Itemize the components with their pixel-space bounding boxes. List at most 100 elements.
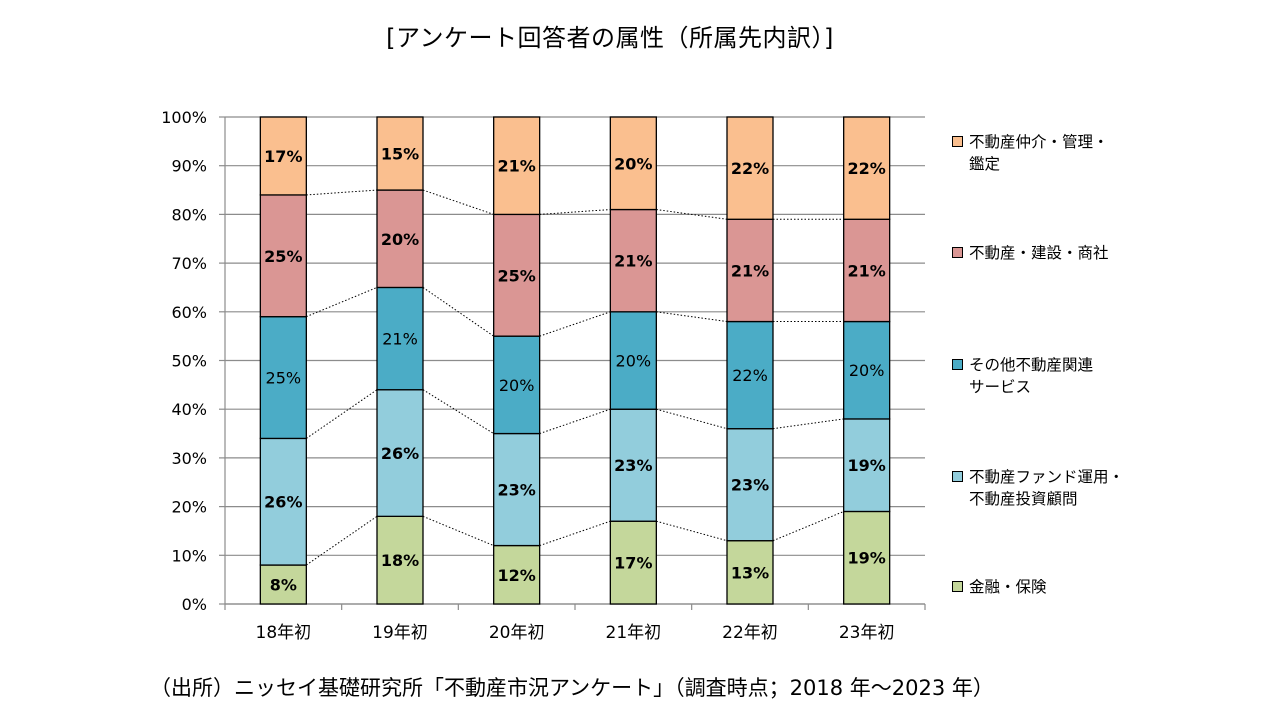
data-label: 12%	[498, 566, 536, 585]
data-label: 20%	[614, 154, 652, 173]
series-connector-line	[656, 408, 728, 430]
data-label: 23%	[498, 481, 536, 500]
bar-segment	[493, 116, 541, 216]
bar-segment	[609, 116, 657, 211]
bar-segment	[493, 335, 541, 435]
data-label: 20%	[499, 376, 535, 395]
data-label: 22%	[848, 159, 886, 178]
series-connector-line	[422, 287, 494, 337]
series-connector-line	[306, 189, 378, 196]
bar-segment	[376, 515, 424, 605]
series-connector-line	[539, 311, 611, 337]
data-label: 21%	[848, 261, 886, 280]
bar-segment	[726, 116, 774, 220]
bar-segment	[376, 116, 424, 191]
series-connector-line	[422, 515, 494, 547]
series-connector-line	[306, 286, 378, 318]
y-tick-label: 10%	[171, 546, 207, 565]
bar-segment	[726, 540, 774, 605]
x-tick-label: 21年初	[606, 623, 662, 643]
data-label: 20%	[616, 352, 652, 371]
y-tick-label: 40%	[171, 400, 207, 419]
bar-segment	[843, 116, 891, 220]
legend-swatch	[952, 359, 963, 370]
bar-segment	[726, 218, 774, 323]
bar-segment	[609, 520, 657, 605]
data-label: 17%	[264, 147, 302, 166]
legend-label: 不動産ファンド運用・ 不動産投資顧問	[969, 468, 1125, 508]
legend-item: 不動産仲介・管理・ 鑑定	[952, 131, 1109, 175]
legend-item: その他不動産関連 サービス	[952, 354, 1093, 398]
series-connector-line	[422, 189, 494, 215]
y-tick-label: 100%	[161, 108, 207, 127]
y-tick-label: 20%	[171, 498, 207, 517]
data-label: 17%	[614, 554, 652, 573]
data-label: 20%	[381, 230, 419, 249]
data-label: 21%	[498, 157, 536, 176]
data-label: 13%	[731, 563, 769, 582]
bar-segment	[493, 432, 541, 547]
legend-item: 金融・保険	[952, 576, 1047, 598]
bar-segment	[609, 408, 657, 522]
data-label: 25%	[264, 247, 302, 266]
data-label: 15%	[381, 145, 419, 164]
series-connector-line	[539, 408, 611, 435]
legend-label: その他不動産関連 サービス	[969, 356, 1094, 396]
series-connector-line	[772, 511, 844, 542]
y-tick-label: 0%	[182, 595, 207, 614]
series-connector-line	[656, 311, 728, 323]
bar-segment	[843, 218, 891, 323]
bar-segment	[259, 437, 307, 566]
series-connector-line	[306, 515, 378, 566]
y-tick-label: 30%	[171, 449, 207, 468]
y-tick-label: 50%	[171, 352, 207, 371]
source-note: （出所）ニッセイ基礎研究所「不動産市況アンケート」（調査時点；2018 年～20…	[150, 676, 994, 700]
bar-segment	[843, 418, 891, 513]
y-tick-label: 60%	[171, 303, 207, 322]
bar-segment	[843, 510, 891, 605]
data-label: 18%	[381, 551, 419, 570]
bar-segment	[259, 116, 307, 196]
data-label: 20%	[849, 361, 885, 380]
legend-label: 金融・保険	[969, 578, 1047, 596]
y-tick-label: 70%	[171, 254, 207, 273]
bar-segment	[376, 286, 424, 391]
legend-item: 不動産ファンド運用・ 不動産投資顧問	[952, 466, 1124, 510]
data-label: 21%	[382, 330, 418, 349]
x-tick-label: 18年初	[256, 623, 312, 643]
data-label: 21%	[731, 261, 769, 280]
series-connector-line	[656, 520, 728, 542]
series-connector-line	[656, 209, 728, 220]
data-label: 26%	[264, 493, 302, 512]
x-tick-label: 20年初	[489, 623, 545, 643]
legend-swatch	[952, 471, 963, 482]
data-label: 21%	[614, 252, 652, 271]
bar-segment	[609, 208, 657, 313]
series-connector-line	[539, 520, 611, 547]
x-tick-label: 23年初	[839, 623, 895, 643]
data-label: 22%	[732, 366, 768, 385]
data-label: 19%	[848, 456, 886, 475]
legend-swatch	[952, 136, 963, 147]
legend-label: 不動産・建設・商社	[969, 244, 1109, 262]
y-tick-label: 80%	[171, 205, 207, 224]
series-connector-line	[306, 389, 378, 439]
data-label: 8%	[270, 576, 297, 595]
series-connector-line	[772, 418, 844, 430]
legend-label: 不動産仲介・管理・ 鑑定	[969, 133, 1109, 173]
y-tick-label: 90%	[171, 157, 207, 176]
data-label: 26%	[381, 444, 419, 463]
legend-swatch	[952, 581, 963, 592]
bar-segment	[259, 564, 307, 605]
series-connector-line	[539, 209, 611, 215]
data-label: 25%	[266, 369, 302, 388]
x-tick-label: 19年初	[372, 623, 428, 643]
bar-segment	[259, 194, 307, 318]
data-label: 25%	[498, 266, 536, 285]
series-connector-line	[422, 389, 494, 434]
data-label: 19%	[848, 549, 886, 568]
chart-title: [アンケート回答者の属性（所属先内訳）]	[386, 24, 834, 52]
bar-segment	[259, 316, 307, 440]
bar-segment	[726, 428, 774, 542]
